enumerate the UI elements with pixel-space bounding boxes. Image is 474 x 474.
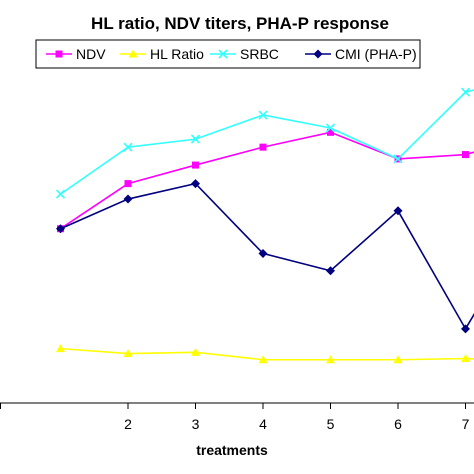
data-point-srbc bbox=[460, 87, 471, 97]
legend-marker-hl-ratio bbox=[128, 49, 138, 58]
series-line-cmi-pha-p bbox=[60, 182, 474, 331]
legend-marker-cmi-pha-p bbox=[313, 49, 323, 59]
x-tick-label: 2 bbox=[124, 416, 132, 432]
data-point-hl-ratio bbox=[326, 355, 335, 364]
x-tick-label: 5 bbox=[327, 416, 335, 432]
plot-area bbox=[55, 87, 474, 364]
data-point-hl-ratio bbox=[123, 349, 133, 358]
data-point-hl-ratio bbox=[461, 354, 470, 363]
legend-marker-srbc bbox=[218, 49, 228, 59]
data-point-cmi-pha-p bbox=[461, 324, 470, 334]
legend-item-cmi-pha-p: CMI (PHA-P) bbox=[305, 46, 417, 62]
data-point-cmi-pha-p bbox=[326, 266, 335, 276]
chart-title: HL ratio, NDV titers, PHA-P response bbox=[91, 14, 389, 33]
data-point-ndv bbox=[192, 161, 199, 169]
legend-label: HL Ratio bbox=[150, 46, 204, 62]
legend-item-srbc: SRBC bbox=[210, 46, 279, 62]
legend-label: SRBC bbox=[240, 46, 279, 62]
data-point-cmi-pha-p bbox=[56, 224, 65, 234]
series-line-srbc bbox=[60, 89, 474, 195]
data-point-hl-ratio bbox=[258, 355, 268, 364]
series-cmi-pha-p bbox=[56, 179, 474, 334]
legend-label: NDV bbox=[76, 46, 106, 62]
data-point-srbc bbox=[190, 134, 201, 144]
x-tick-label: 7 bbox=[462, 416, 470, 432]
data-point-srbc bbox=[325, 123, 336, 133]
x-tick-label: 4 bbox=[259, 416, 267, 432]
series-line-hl-ratio bbox=[60, 347, 474, 361]
x-tick-label: 3 bbox=[192, 416, 200, 432]
data-point-hl-ratio bbox=[191, 347, 200, 356]
data-point-hl-ratio bbox=[56, 344, 65, 353]
data-point-cmi-pha-p bbox=[123, 194, 133, 204]
data-point-ndv bbox=[124, 180, 132, 188]
legend-item-ndv: NDV bbox=[46, 46, 106, 62]
legend-label: CMI (PHA-P) bbox=[335, 46, 417, 62]
data-point-ndv bbox=[259, 143, 267, 151]
data-point-ndv bbox=[462, 151, 469, 159]
x-tick-label: 6 bbox=[394, 416, 402, 432]
x-axis-label: treatments bbox=[196, 442, 268, 458]
series-ndv bbox=[57, 128, 474, 233]
data-point-cmi-pha-p bbox=[393, 206, 403, 216]
data-point-ndv bbox=[327, 128, 334, 136]
data-point-srbc bbox=[123, 142, 133, 152]
x-axis-ticks: 2345678 bbox=[0, 403, 470, 432]
data-point-srbc bbox=[258, 110, 268, 120]
legend-marker-ndv bbox=[55, 50, 63, 58]
series-line-ndv bbox=[60, 131, 474, 230]
data-point-srbc bbox=[393, 154, 403, 164]
data-point-cmi-pha-p bbox=[191, 179, 200, 189]
data-point-srbc bbox=[55, 189, 66, 199]
legend-item-hl-ratio: HL Ratio bbox=[120, 46, 204, 62]
data-point-hl-ratio bbox=[393, 355, 403, 364]
data-point-cmi-pha-p bbox=[258, 248, 268, 258]
series-srbc bbox=[55, 87, 474, 199]
legend: NDV HL Ratio SRBC CMI (PHA-P) bbox=[46, 46, 417, 62]
series-hl-ratio bbox=[56, 344, 474, 364]
